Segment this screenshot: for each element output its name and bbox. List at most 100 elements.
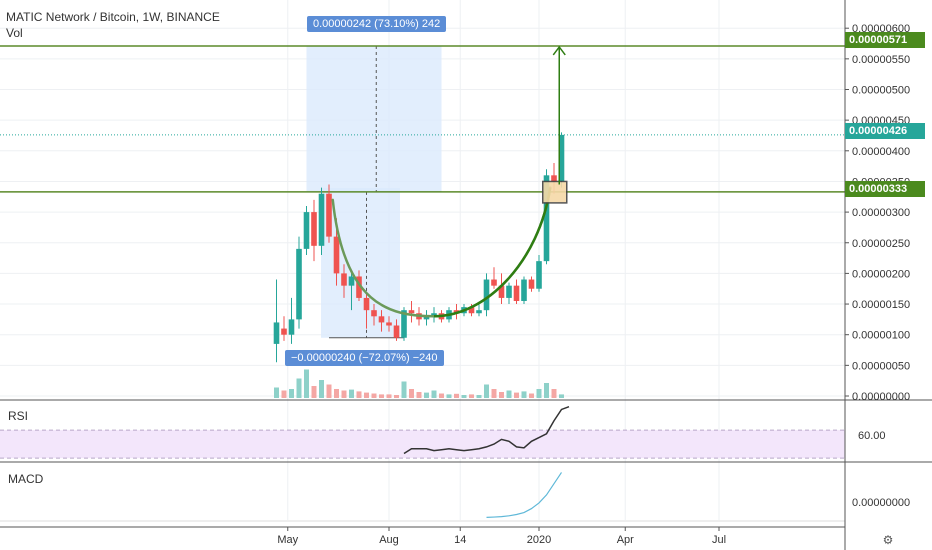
volume-bar: [304, 369, 309, 398]
x-tick-label: 14: [454, 534, 466, 546]
volume-bar: [469, 394, 474, 398]
candle-body: [513, 285, 520, 301]
candle-body: [356, 276, 362, 298]
candle-body: [498, 285, 505, 298]
candle-body: [528, 279, 535, 289]
y-tick-label: 0.00000550: [852, 54, 910, 66]
horizontal-lines: [0, 45, 845, 193]
volume-bar: [439, 393, 444, 398]
volume-bar: [364, 392, 369, 398]
volume-bar: [484, 384, 489, 398]
candles: [273, 132, 565, 363]
volume-bar: [341, 390, 347, 398]
candle-body: [401, 310, 407, 338]
volume-bar: [424, 392, 429, 398]
candle-body: [348, 276, 355, 286]
x-tick-label: Jul: [712, 534, 726, 546]
x-tick-label: 2020: [527, 534, 551, 546]
volume-bar: [491, 389, 497, 398]
candle-body: [318, 193, 325, 246]
measure-up-box: [306, 45, 442, 192]
macd-tick: 0.00000000: [852, 497, 911, 509]
volume-bar: [311, 386, 317, 398]
settings-icon: ⚙: [883, 533, 894, 547]
y-tick-label: 0.00000400: [852, 146, 910, 158]
volume-bar: [544, 383, 549, 398]
macd-line: [486, 472, 562, 518]
volume-bar: [536, 389, 542, 398]
volume-bar: [281, 390, 287, 398]
x-tick-label: May: [277, 534, 298, 546]
vol-label: Vol: [6, 26, 23, 40]
rsi-label: RSI: [8, 409, 29, 423]
volume-bar: [296, 378, 302, 398]
volume-bar: [386, 394, 392, 398]
candle-body: [341, 273, 347, 286]
volume-bar: [499, 392, 504, 398]
axes: 0.000006000.000005500.000005000.00000450…: [0, 0, 910, 550]
rsi-line: [403, 405, 570, 455]
volume-bar: [319, 380, 324, 398]
volume-bar: [379, 394, 384, 398]
y-tick-label: 0.00000250: [852, 238, 910, 250]
candle-body: [521, 279, 527, 301]
volume-bar: [416, 392, 422, 398]
support-price-badge: 0.00000333: [845, 181, 925, 197]
candle-body: [311, 212, 317, 246]
candle-body: [393, 325, 400, 338]
measure-down-label: −0.00000240 (−72.07%) −240: [285, 350, 444, 366]
candle-body: [483, 279, 490, 311]
y-tick-label: 0.00000500: [852, 85, 910, 97]
drawings: [331, 45, 568, 318]
volume-bar: [394, 395, 399, 398]
volume-bar: [349, 389, 354, 398]
volume-bar: [371, 393, 377, 398]
volume-bar: [289, 389, 294, 398]
y-tick-label: 0.00000200: [852, 268, 910, 280]
candle-body: [431, 313, 437, 317]
candle-body: [326, 193, 332, 237]
chart-title: MATIC Network / Bitcoin, 1W, BINANCE: [6, 10, 220, 24]
volume-bar: [529, 393, 534, 398]
candle-body: [288, 319, 295, 335]
measure-up-label: 0.00000242 (73.10%) 242: [307, 16, 447, 32]
volume-bar: [551, 389, 557, 398]
rsi-band: [0, 430, 845, 459]
current-price-badge: 0.00000426: [845, 123, 925, 139]
volume-bar: [446, 394, 452, 398]
volume-bar: [514, 392, 519, 398]
candle-body: [551, 175, 557, 182]
y-tick-label: 0.00000050: [852, 360, 910, 372]
candle-body: [333, 236, 340, 274]
volume-bar: [401, 381, 407, 398]
indicator-panes: [0, 399, 932, 522]
candle-body: [423, 316, 430, 320]
volume-bar: [356, 391, 362, 398]
candle-body: [378, 316, 385, 323]
y-tick-label: 0.00000300: [852, 207, 910, 219]
volume-bar: [506, 390, 512, 398]
x-tick-label: Aug: [379, 534, 399, 546]
candle-body: [506, 285, 512, 298]
y-tick-label: 0.00000100: [852, 330, 910, 342]
cup-right-arm: [433, 187, 552, 318]
volume-bar: [521, 391, 527, 398]
candle-body: [453, 310, 460, 314]
y-tick-label: 0.00000150: [852, 299, 910, 311]
candle-body: [491, 279, 497, 286]
volume-bar: [409, 389, 414, 398]
candle-body: [408, 310, 415, 314]
candle-body: [273, 322, 280, 344]
candle-body: [543, 175, 550, 262]
candle-body: [558, 134, 565, 182]
candle-body: [476, 310, 482, 314]
volume-bar: [454, 393, 459, 398]
candle-body: [536, 261, 542, 289]
candle-body: [303, 212, 310, 249]
target-price-badge: 0.00000571: [845, 32, 925, 48]
volume-bar: [431, 390, 437, 398]
volume-bar: [274, 387, 279, 398]
candle-body: [296, 248, 302, 320]
